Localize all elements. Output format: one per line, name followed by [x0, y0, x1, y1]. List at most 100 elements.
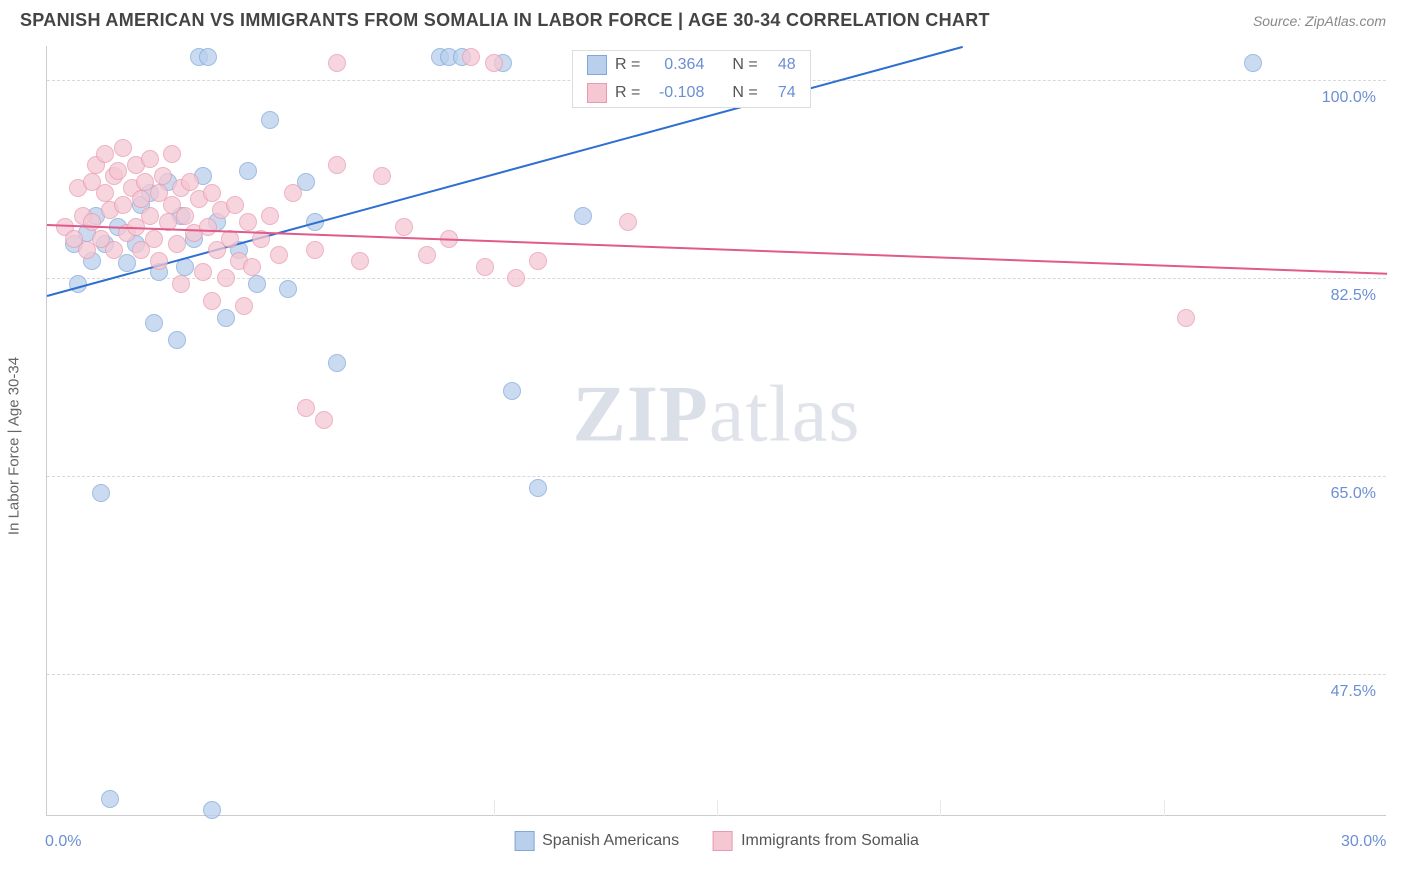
data-point-spanish [279, 280, 297, 298]
data-point-somalia [114, 196, 132, 214]
data-point-somalia [485, 54, 503, 72]
data-point-spanish [261, 111, 279, 129]
data-point-somalia [619, 213, 637, 231]
gridline-v [494, 800, 495, 816]
data-point-spanish [145, 314, 163, 332]
data-point-somalia [194, 263, 212, 281]
data-point-somalia [270, 246, 288, 264]
data-point-somalia [476, 258, 494, 276]
data-point-somalia [105, 241, 123, 259]
data-point-spanish [199, 48, 217, 66]
y-axis-title: In Labor Force | Age 30-34 [6, 357, 23, 535]
y-tick-label: 100.0% [1322, 89, 1376, 107]
legend-swatch [713, 831, 733, 851]
data-point-spanish [248, 275, 266, 293]
legend-swatch [514, 831, 534, 851]
data-point-somalia [154, 167, 172, 185]
legend-r-label: R = [615, 84, 640, 102]
data-point-spanish [574, 207, 592, 225]
data-point-somalia [351, 252, 369, 270]
data-point-spanish [217, 309, 235, 327]
chart-title: SPANISH AMERICAN VS IMMIGRANTS FROM SOMA… [20, 10, 990, 31]
data-point-somalia [306, 241, 324, 259]
stats-legend-row: R = -0.108 N = 74 [573, 79, 810, 107]
data-point-somalia [172, 275, 190, 293]
data-point-somalia [462, 48, 480, 66]
data-point-somalia [217, 269, 235, 287]
series-legend-item: Spanish Americans [514, 831, 679, 851]
series-legend-label: Immigrants from Somalia [741, 832, 919, 850]
x-tick-label: 0.0% [45, 833, 81, 851]
data-point-somalia [163, 145, 181, 163]
gridline-v [717, 800, 718, 816]
watermark: ZIPatlas [573, 370, 861, 461]
data-point-somalia [328, 54, 346, 72]
data-point-somalia [168, 235, 186, 253]
data-point-somalia [203, 184, 221, 202]
data-point-spanish [168, 331, 186, 349]
data-point-somalia [395, 218, 413, 236]
data-point-somalia [243, 258, 261, 276]
stats-legend-row: R = 0.364 N = 48 [573, 51, 810, 79]
data-point-spanish [203, 801, 221, 819]
legend-r-value: -0.108 [648, 84, 704, 102]
data-point-somalia [418, 246, 436, 264]
data-point-somalia [297, 399, 315, 417]
legend-r-value: 0.364 [648, 56, 704, 74]
data-point-somalia [132, 190, 150, 208]
data-point-somalia [529, 252, 547, 270]
data-point-somalia [239, 213, 257, 231]
data-point-spanish [101, 790, 119, 808]
data-point-spanish [503, 382, 521, 400]
data-point-somalia [145, 230, 163, 248]
y-tick-label: 65.0% [1331, 485, 1376, 503]
data-point-spanish [1244, 54, 1262, 72]
trend-line-spanish [47, 46, 963, 297]
data-point-spanish [529, 479, 547, 497]
data-point-somalia [328, 156, 346, 174]
gridline-h [47, 674, 1386, 675]
series-legend: Spanish Americans Immigrants from Somalia [514, 831, 919, 851]
y-tick-label: 82.5% [1331, 287, 1376, 305]
gridline-v [940, 800, 941, 816]
series-legend-item: Immigrants from Somalia [713, 831, 919, 851]
data-point-somalia [1177, 309, 1195, 327]
gridline-h [47, 476, 1386, 477]
legend-n-value: 48 [766, 56, 796, 74]
data-point-somalia [226, 196, 244, 214]
data-point-somalia [373, 167, 391, 185]
data-point-somalia [284, 184, 302, 202]
data-point-spanish [328, 354, 346, 372]
data-point-somalia [109, 162, 127, 180]
legend-n-label: N = [732, 84, 757, 102]
data-point-somalia [235, 297, 253, 315]
data-point-somalia [114, 139, 132, 157]
data-point-somalia [96, 145, 114, 163]
data-point-somalia [181, 173, 199, 191]
legend-r-label: R = [615, 56, 640, 74]
data-point-somalia [141, 207, 159, 225]
legend-swatch [587, 55, 607, 75]
data-point-spanish [118, 254, 136, 272]
data-point-somalia [96, 184, 114, 202]
source-label: Source: ZipAtlas.com [1253, 13, 1386, 29]
data-point-spanish [239, 162, 257, 180]
data-point-somalia [261, 207, 279, 225]
stats-legend: R = 0.364 N = 48 R = -0.108 N = 74 [572, 50, 811, 108]
legend-n-label: N = [732, 56, 757, 74]
x-tick-label: 30.0% [1341, 833, 1386, 851]
data-point-somalia [150, 252, 168, 270]
legend-swatch [587, 83, 607, 103]
data-point-somalia [203, 292, 221, 310]
data-point-somalia [176, 207, 194, 225]
gridline-v [1164, 800, 1165, 816]
data-point-somalia [315, 411, 333, 429]
legend-n-value: 74 [766, 84, 796, 102]
scatter-chart: ZIPatlas 47.5%65.0%82.5%100.0%0.0%30.0%R… [46, 46, 1386, 816]
data-point-somalia [141, 150, 159, 168]
data-point-spanish [92, 484, 110, 502]
series-legend-label: Spanish Americans [542, 832, 679, 850]
data-point-somalia [507, 269, 525, 287]
data-point-somalia [199, 218, 217, 236]
y-tick-label: 47.5% [1331, 683, 1376, 701]
